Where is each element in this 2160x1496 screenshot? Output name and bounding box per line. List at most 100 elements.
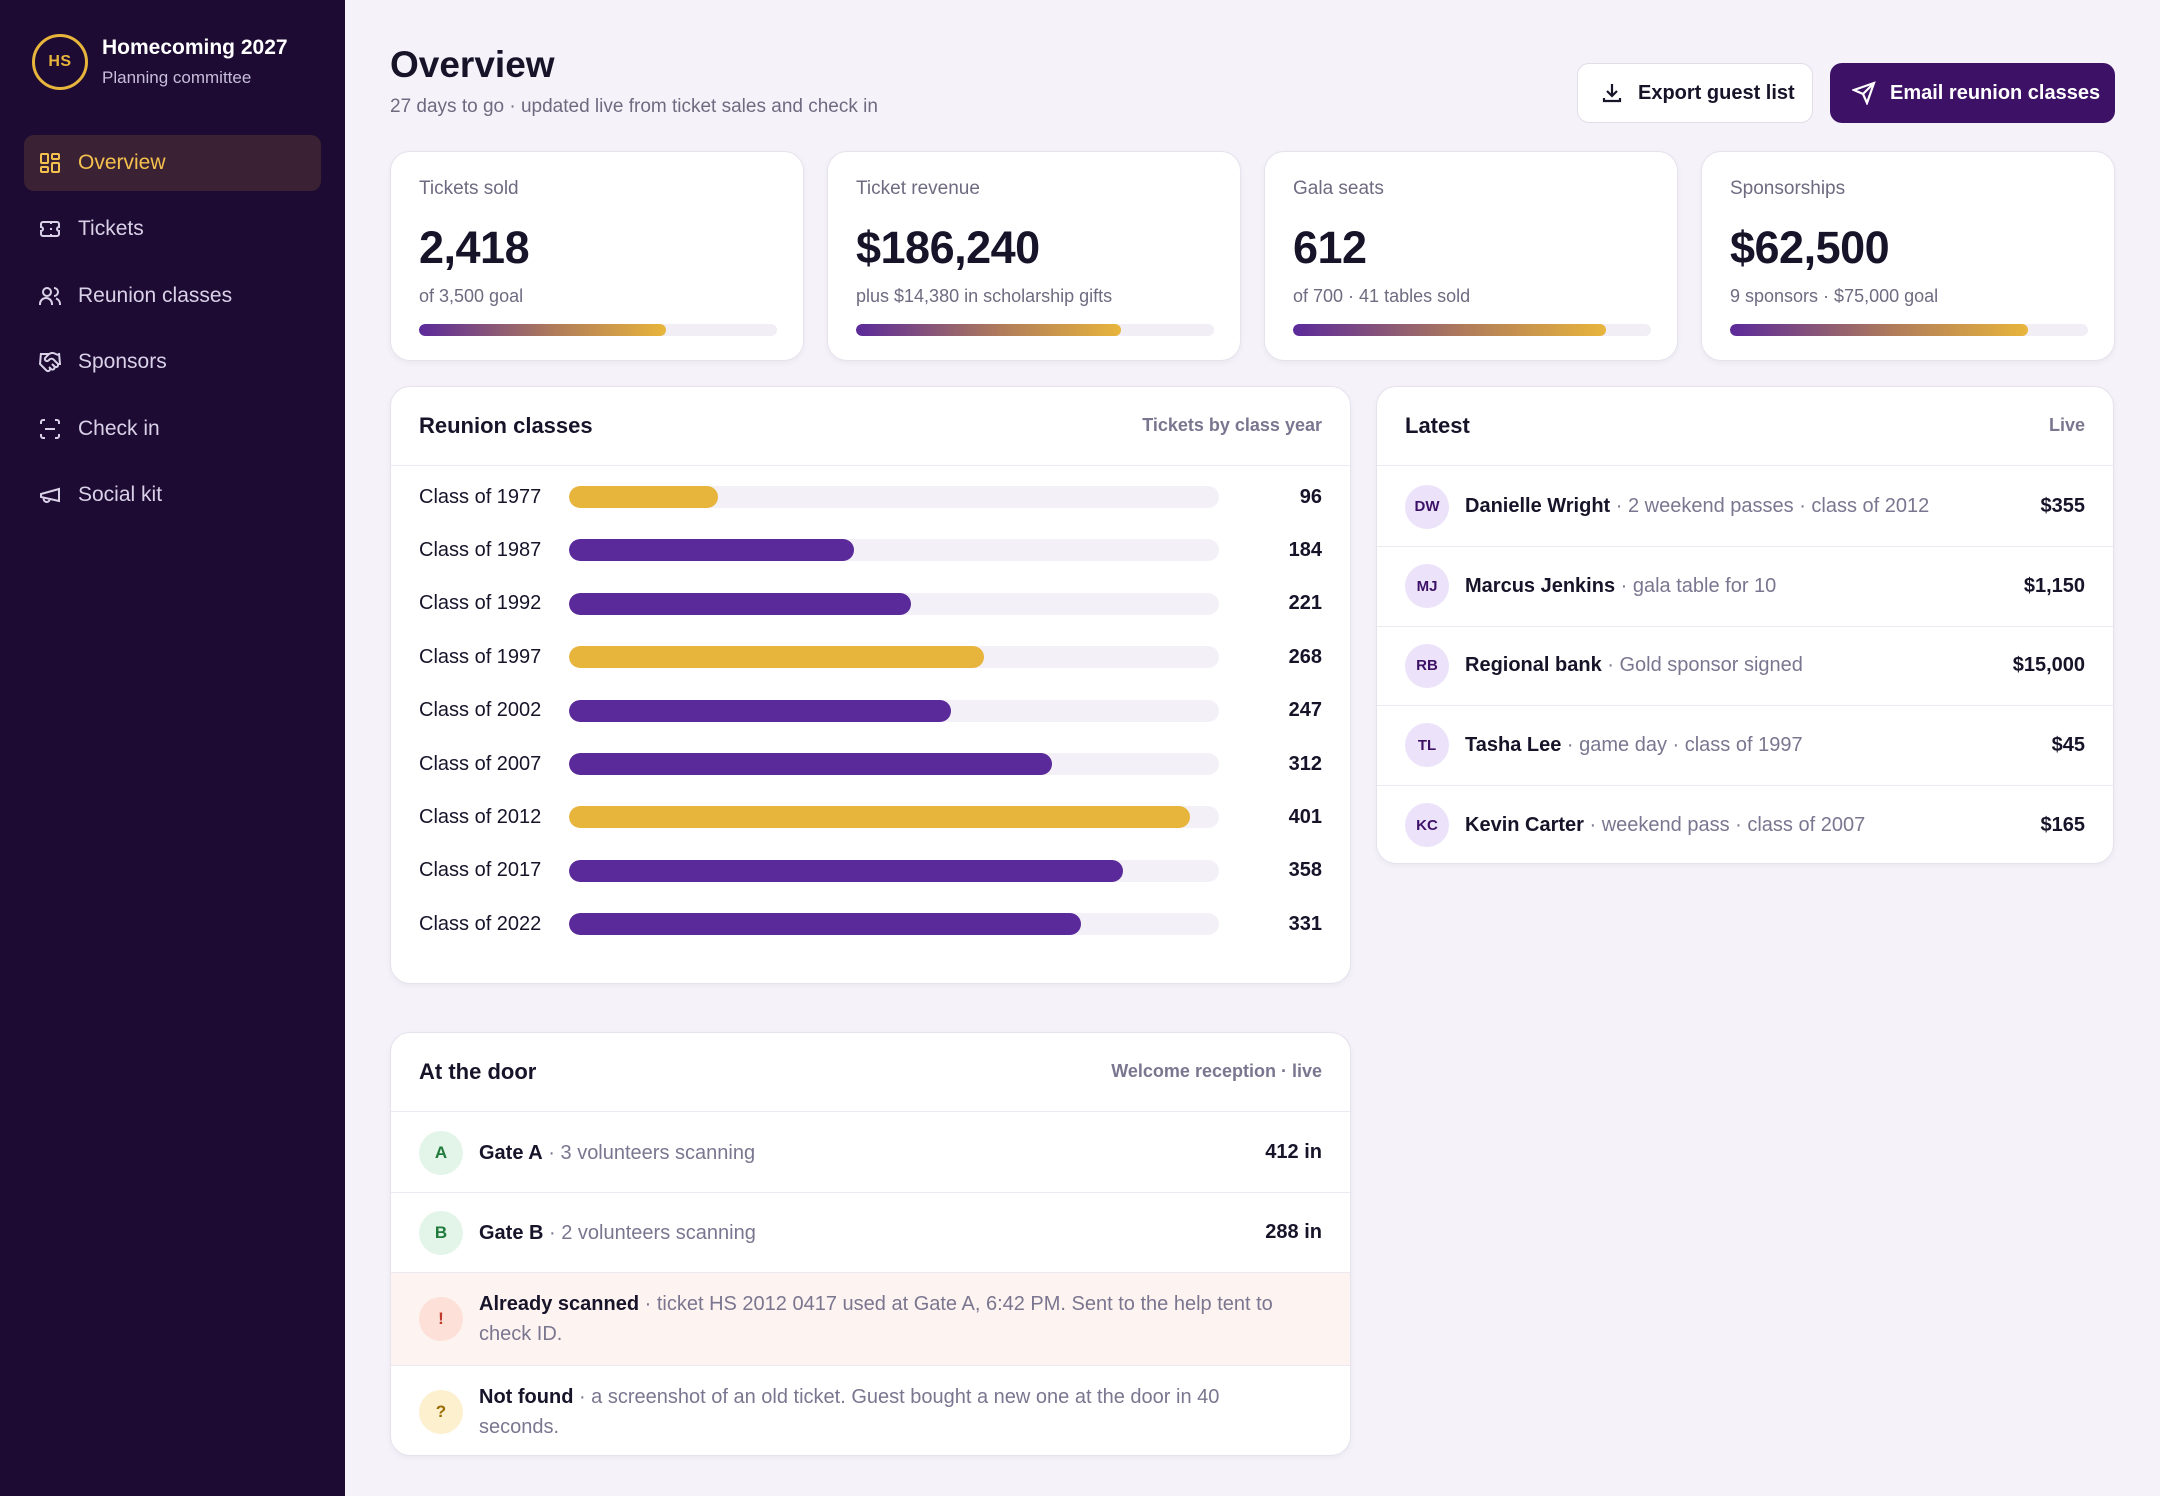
download-icon — [1602, 84, 1622, 103]
class-value: 184 — [1288, 538, 1322, 561]
latest-feed-card: Latest Live DW Danielle Wright · 2 weeken… — [1376, 386, 2114, 864]
export-guest-list-button[interactable]: Export guest list — [1577, 63, 1813, 123]
class-value: 268 — [1288, 645, 1322, 668]
door-description: · 3 volunteers scanning — [542, 1141, 756, 1164]
card-title: Reunion classes — [419, 413, 593, 438]
class-bar-track — [569, 913, 1219, 936]
stat-label: Tickets sold — [419, 178, 519, 199]
avatar: KC — [1405, 803, 1449, 847]
class-bar — [569, 859, 1124, 882]
class-bar-row: Class of 2007 312 — [419, 749, 1322, 779]
avatar: DW — [1405, 484, 1449, 529]
email-reunion-classes-button[interactable]: Email reunion classes — [1830, 63, 2115, 123]
class-value: 221 — [1288, 592, 1322, 615]
sidebar-item-label: Tickets — [78, 217, 144, 241]
stat-card-ticket-revenue: Ticket revenue $186,240 plus $14,380 in … — [827, 151, 1241, 361]
sidebar-item-label: Social kit — [78, 482, 163, 506]
stat-card-gala-seats: Gala seats 612 of 700 · 41 tables sold — [1264, 151, 1678, 361]
class-bar — [569, 806, 1190, 829]
feed-item[interactable]: DW Danielle Wright · 2 weekend passes · c… — [1377, 467, 2113, 547]
feed-item[interactable]: RB Regional bank · Gold sponsor signed $15… — [1377, 626, 2113, 706]
avatar: TL — [1405, 723, 1449, 767]
feed-text: Danielle Wright · 2 weekend passes · cla… — [1465, 495, 1929, 518]
gate-count: 412 in — [1265, 1141, 1322, 1163]
ticket-icon — [38, 217, 62, 241]
card-header: Latest Live — [1377, 387, 2113, 466]
feed-description: · weekend pass · class of 2007 — [1583, 813, 1866, 836]
class-bar-row: Class of 1997 268 — [419, 642, 1322, 672]
feed-amount: $165 — [2040, 813, 2086, 836]
class-value: 96 — [1299, 485, 1322, 508]
sidebar-item-reunion-classes[interactable]: Reunion classes — [24, 268, 321, 324]
stat-progress-fill — [1293, 324, 1606, 336]
feed-amount: $355 — [2040, 495, 2086, 517]
stat-progress-track — [1730, 324, 2088, 336]
class-label: Class of 1987 — [419, 538, 542, 561]
feed-item[interactable]: KC Kevin Carter · weekend pass · class of… — [1377, 785, 2113, 865]
stat-card-sponsorships: Sponsorships $62,500 9 sponsors · $75,00… — [1701, 151, 2115, 361]
sidebar-item-label: Sponsors — [78, 350, 167, 374]
door-text: Gate A · 3 volunteers scanning — [479, 1138, 755, 1168]
class-label: Class of 2012 — [419, 805, 542, 828]
at-the-door-card: At the door Welcome reception · live A Ga… — [390, 1032, 1351, 1456]
door-title: Gate A — [479, 1141, 543, 1164]
stat-note: plus $14,380 in scholarship gifts — [856, 286, 1113, 306]
door-text: Not found · a screenshot of an old ticke… — [479, 1382, 1322, 1442]
send-icon — [1852, 81, 1876, 105]
card-header: Reunion classes Tickets by class year — [391, 387, 1350, 466]
feed-amount: $1,150 — [2023, 574, 2085, 597]
class-bar-row: Class of 2002 247 — [419, 696, 1322, 726]
sidebar-item-tickets[interactable]: Tickets — [24, 201, 321, 257]
sidebar: HS Homecoming 2027 Planning committee Ov… — [0, 0, 345, 1496]
export-button-label: Export guest list — [1638, 81, 1795, 104]
class-bar-track — [569, 592, 1219, 615]
class-bar-row: Class of 1977 96 — [419, 482, 1322, 512]
brand-title: Homecoming 2027 — [102, 36, 288, 59]
gate-badge: A — [419, 1130, 463, 1175]
class-bar — [569, 646, 984, 669]
page-title: Overview — [390, 44, 555, 85]
class-label: Class of 1977 — [419, 485, 542, 508]
door-description: · ticket HS 2012 0417 used at Gate A, 6:… — [479, 1293, 1273, 1345]
stat-progress-track — [1293, 324, 1651, 336]
class-value: 358 — [1288, 859, 1322, 882]
door-text: Already scanned · ticket HS 2012 0417 us… — [479, 1289, 1322, 1349]
feed-item[interactable]: TL Tasha Lee · game day · class of 1997 $4… — [1377, 706, 2113, 786]
stat-progress-fill — [1730, 324, 2029, 336]
class-label: Class of 2017 — [419, 859, 542, 882]
class-bar — [569, 753, 1052, 775]
feed-name: Kevin Carter — [1465, 813, 1584, 836]
scan-icon — [38, 417, 62, 441]
class-bar-track — [569, 753, 1219, 775]
sidebar-item-overview[interactable]: Overview — [24, 135, 321, 191]
stat-progress-fill — [856, 324, 1121, 336]
stat-label: Ticket revenue — [856, 178, 980, 199]
sidebar-item-label: Reunion classes — [78, 283, 233, 307]
feed-description: · gala table for 10 — [1615, 574, 1777, 597]
class-bar-track — [569, 699, 1219, 722]
brand-logo: HS — [32, 34, 88, 90]
door-title: Not found — [479, 1385, 574, 1408]
door-title: Already scanned — [479, 1293, 640, 1315]
brand: HS Homecoming 2027 Planning committee — [32, 34, 288, 90]
sidebar-item-social-kit[interactable]: Social kit — [24, 467, 321, 523]
gate-badge: B — [419, 1210, 463, 1255]
question-icon: ? — [419, 1389, 463, 1434]
feed-item[interactable]: MJ Marcus Jenkins · gala table for 10 $1,1… — [1377, 547, 2113, 627]
class-label: Class of 2022 — [419, 912, 542, 935]
avatar: RB — [1405, 643, 1449, 688]
avatar: MJ — [1405, 564, 1449, 608]
gate-row: A Gate A · 3 volunteers scanning 412 in — [391, 1113, 1350, 1193]
feed-description: · Gold sponsor signed — [1601, 654, 1803, 676]
sidebar-item-check-in[interactable]: Check in — [24, 401, 321, 457]
class-value: 247 — [1288, 699, 1322, 722]
class-bar-row: Class of 2017 358 — [419, 856, 1322, 886]
feed-text: Tasha Lee · game day · class of 1997 — [1465, 734, 1803, 757]
class-label: Class of 1997 — [419, 645, 542, 668]
feed-name: Tasha Lee — [1465, 733, 1562, 756]
sidebar-item-label: Overview — [78, 151, 166, 174]
sidebar-item-sponsors[interactable]: Sponsors — [24, 334, 321, 390]
feed-description: · game day · class of 1997 — [1561, 733, 1803, 756]
gate-count: 288 in — [1265, 1221, 1322, 1243]
class-bar-track — [569, 486, 1219, 508]
